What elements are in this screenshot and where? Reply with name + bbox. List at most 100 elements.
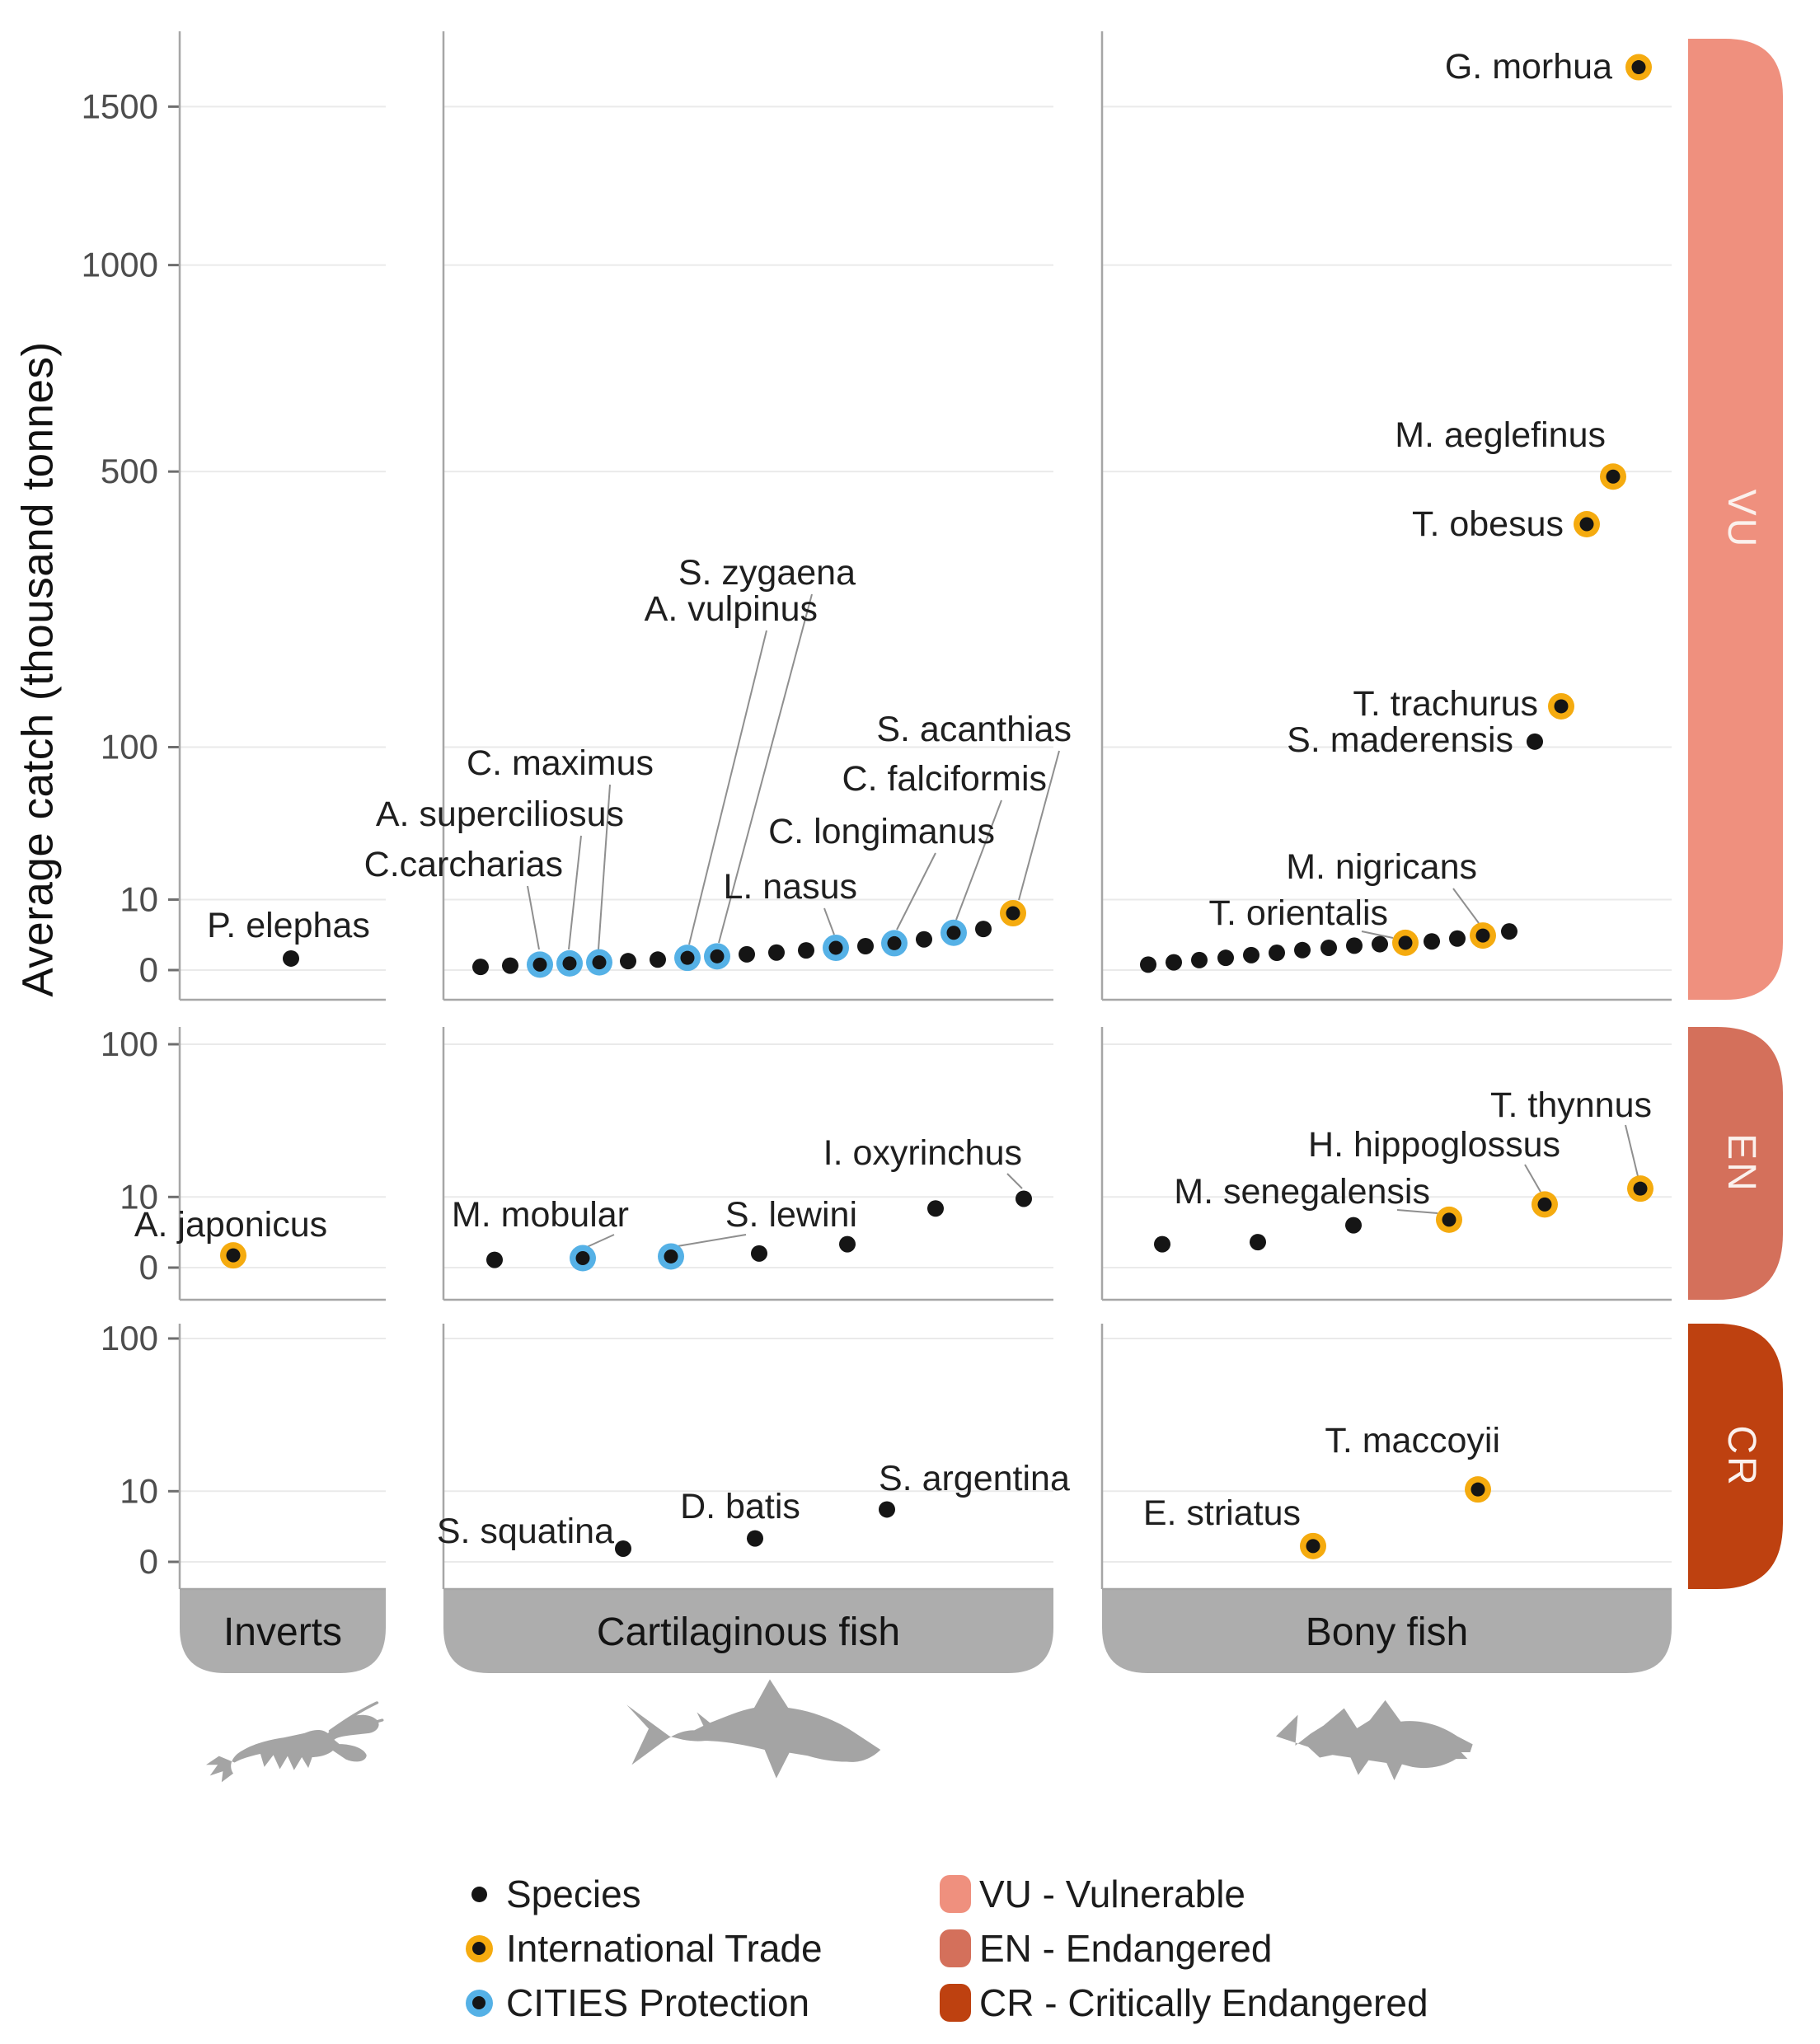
strip-label-CR: CR — [1719, 1425, 1763, 1487]
point-e-striatus — [1306, 1539, 1320, 1554]
point-c-longimanus — [887, 935, 902, 950]
leader-line — [677, 1234, 747, 1247]
point-species — [1501, 923, 1517, 940]
facet-banner-label-cartilaginous: Cartilaginous fish — [597, 1610, 900, 1654]
points-CR-cartilaginous: S. squatina D. batis S. argentina — [437, 1459, 1070, 1557]
tick-label: 1000 — [82, 246, 158, 284]
point-t-trachurus — [1554, 699, 1569, 714]
strip-label-VU: VU — [1719, 490, 1763, 550]
tick-label: 0 — [139, 1542, 158, 1581]
point-species — [1345, 1217, 1362, 1234]
label-e-striatus: E. striatus — [1143, 1493, 1301, 1533]
panel-EN-inverts: 0 10 100 — [101, 1024, 386, 1301]
point-species — [1346, 937, 1363, 954]
point-species — [1243, 946, 1259, 963]
label-s-maderensis: S. maderensis — [1287, 720, 1513, 760]
facet-banner-inverts — [180, 1589, 386, 1673]
tick-label: 100 — [101, 1024, 158, 1063]
label-g-morhua: G. morhua — [1445, 47, 1612, 87]
leader-line — [955, 799, 1002, 921]
legend-label-cities-protection: CITIES Protection — [506, 1981, 810, 2024]
leader-line — [1396, 1209, 1438, 1214]
panel-CR-cartilaginous — [442, 1324, 1053, 1591]
leader-line — [1625, 1124, 1639, 1177]
point-species — [1294, 941, 1311, 959]
point-m-mobular — [575, 1251, 590, 1266]
label-t-obesus: T. obesus — [1412, 504, 1564, 544]
tick-label: 100 — [101, 1319, 158, 1357]
leader-line — [1524, 1164, 1541, 1193]
cod-silhouette — [1276, 1699, 1473, 1781]
point-c-falciformis — [946, 926, 961, 940]
label-a-japonicus: A. japonicus — [134, 1205, 327, 1245]
panel-VU-inverts: 0 10 100 500 1000 1500 — [82, 31, 386, 1001]
point-m-nigricans — [1475, 928, 1490, 943]
point-species — [1154, 1235, 1170, 1253]
trade-core-icon — [472, 1942, 485, 1955]
leader-line — [823, 907, 835, 935]
legend-item-en: EN - Endangered — [940, 1925, 1272, 1971]
point-species — [1269, 945, 1285, 962]
shark-silhouette — [626, 1679, 881, 1779]
vu-swatch-icon — [940, 1875, 971, 1913]
point-l-nasus — [828, 940, 843, 955]
leader-line — [527, 885, 540, 950]
legend-item-cities-protection: CITIES Protection — [460, 1980, 809, 2026]
label-s-acanthias: S. acanthias — [876, 710, 1072, 749]
label-c-carcharias: C.carcharias — [364, 845, 563, 884]
label-s-lewini: S. lewini — [725, 1195, 857, 1235]
point-g-morhua — [1631, 60, 1646, 75]
lobster-silhouette — [206, 1701, 384, 1783]
label-m-senegalensis: M. senegalensis — [1174, 1172, 1430, 1212]
point-c-carcharias — [532, 957, 547, 972]
point-species — [472, 959, 489, 976]
point-species — [839, 1235, 856, 1253]
label-a-superciliosus: A. superciliosus — [376, 795, 624, 834]
status-strip-VU — [1688, 39, 1783, 1000]
point-species — [916, 931, 932, 948]
label-a-vulpinus: A. vulpinus — [645, 589, 818, 629]
label-p-elephas: P. elephas — [207, 906, 370, 945]
legend-label-cr: CR - Critically Endangered — [979, 1981, 1428, 2024]
panel-EN-bony — [1100, 1027, 1672, 1301]
point-species — [1217, 949, 1234, 967]
label-i-oxyrinchus: I. oxyrinchus — [823, 1133, 1022, 1173]
cites-ring-icon — [465, 1989, 493, 2017]
tick-label: 500 — [101, 452, 158, 490]
point-s-squatina — [615, 1540, 631, 1557]
tick-label: 10 — [120, 1471, 158, 1510]
point-p-elephas — [283, 949, 299, 967]
leader-line — [586, 1234, 615, 1248]
status-strip-CR — [1688, 1324, 1783, 1589]
point-a-superciliosus — [562, 956, 577, 971]
panel-CR-bony — [1100, 1324, 1672, 1591]
label-d-batis: D. batis — [680, 1487, 800, 1526]
leader-line — [718, 593, 813, 944]
cites-core-icon — [472, 1996, 485, 2009]
point-t-thynnus — [1633, 1181, 1648, 1196]
tick-label: 10 — [120, 1177, 158, 1216]
strip-label-EN: EN — [1719, 1133, 1763, 1193]
tick-label: 10 — [120, 879, 158, 918]
status-strip-EN — [1688, 1027, 1783, 1300]
facet-banner-label-bony: Bony fish — [1306, 1610, 1468, 1654]
tick-label: 0 — [139, 1248, 158, 1287]
point-species — [1140, 956, 1156, 973]
label-c-maximus: C. maximus — [467, 743, 654, 783]
tick-label: 100 — [101, 728, 158, 766]
tick-label: 1500 — [82, 87, 158, 125]
points-EN-inverts: A. japonicus — [134, 1205, 327, 1269]
label-c-falciformis: C. falciformis — [842, 759, 1047, 799]
label-t-orientalis: T. orientalis — [1209, 893, 1388, 933]
point-c-maximus — [592, 955, 607, 970]
point-a-vulpinus — [680, 950, 695, 965]
panel-CR-inverts: 0 10 100 — [101, 1319, 386, 1591]
panel-VU-bony — [1100, 31, 1672, 1001]
leader-line — [1361, 931, 1394, 939]
point-species — [650, 951, 666, 968]
species-dot-icon — [471, 1886, 487, 1902]
